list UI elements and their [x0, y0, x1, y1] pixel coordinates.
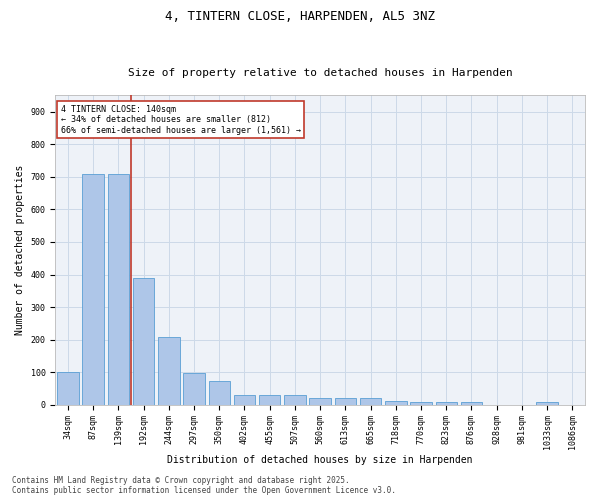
Bar [385, 402, 407, 404]
Bar [536, 402, 558, 404]
Text: Contains HM Land Registry data © Crown copyright and database right 2025.
Contai: Contains HM Land Registry data © Crown c… [12, 476, 396, 495]
Bar [209, 381, 230, 404]
Text: 4 TINTERN CLOSE: 140sqm
← 34% of detached houses are smaller (812)
66% of semi-d: 4 TINTERN CLOSE: 140sqm ← 34% of detache… [61, 104, 301, 134]
X-axis label: Distribution of detached houses by size in Harpenden: Distribution of detached houses by size … [167, 455, 473, 465]
Bar [158, 338, 179, 404]
Bar [183, 373, 205, 404]
Y-axis label: Number of detached properties: Number of detached properties [15, 165, 25, 336]
Bar [461, 402, 482, 404]
Bar [82, 174, 104, 404]
Bar [410, 402, 432, 404]
Text: 4, TINTERN CLOSE, HARPENDEN, AL5 3NZ: 4, TINTERN CLOSE, HARPENDEN, AL5 3NZ [165, 10, 435, 23]
Bar [310, 398, 331, 404]
Bar [57, 372, 79, 404]
Bar [436, 402, 457, 404]
Bar [234, 395, 255, 404]
Bar [284, 395, 305, 404]
Bar [360, 398, 382, 404]
Bar [133, 278, 154, 404]
Title: Size of property relative to detached houses in Harpenden: Size of property relative to detached ho… [128, 68, 512, 78]
Bar [335, 398, 356, 404]
Bar [259, 395, 280, 404]
Bar [107, 174, 129, 404]
